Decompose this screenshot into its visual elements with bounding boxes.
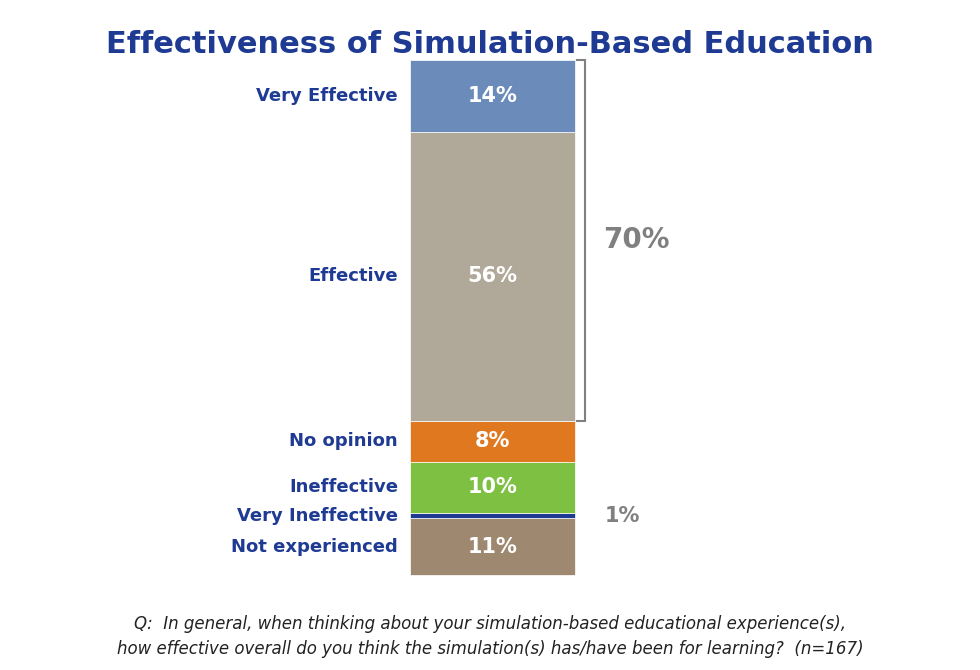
Bar [410,132,575,421]
Text: Ineffective: Ineffective [289,478,398,496]
Bar [410,519,575,575]
Text: No opinion: No opinion [289,432,398,450]
Bar [410,513,575,519]
Bar [410,421,575,462]
Bar [410,60,575,132]
Text: 1%: 1% [605,506,640,526]
Text: 11%: 11% [467,537,517,557]
Text: Effective: Effective [309,267,398,285]
Text: Q:  In general, when thinking about your simulation-based educational experience: Q: In general, when thinking about your … [117,615,863,658]
Text: 14%: 14% [467,86,517,106]
Text: Very Effective: Very Effective [257,87,398,105]
Text: Not experienced: Not experienced [231,537,398,555]
Text: 70%: 70% [603,226,669,254]
Text: 8%: 8% [475,431,511,451]
Text: Effectiveness of Simulation-Based Education: Effectiveness of Simulation-Based Educat… [106,30,874,59]
Text: 10%: 10% [467,478,517,497]
Text: 56%: 56% [467,266,517,286]
Text: Very Ineffective: Very Ineffective [237,507,398,525]
Bar [410,462,575,513]
